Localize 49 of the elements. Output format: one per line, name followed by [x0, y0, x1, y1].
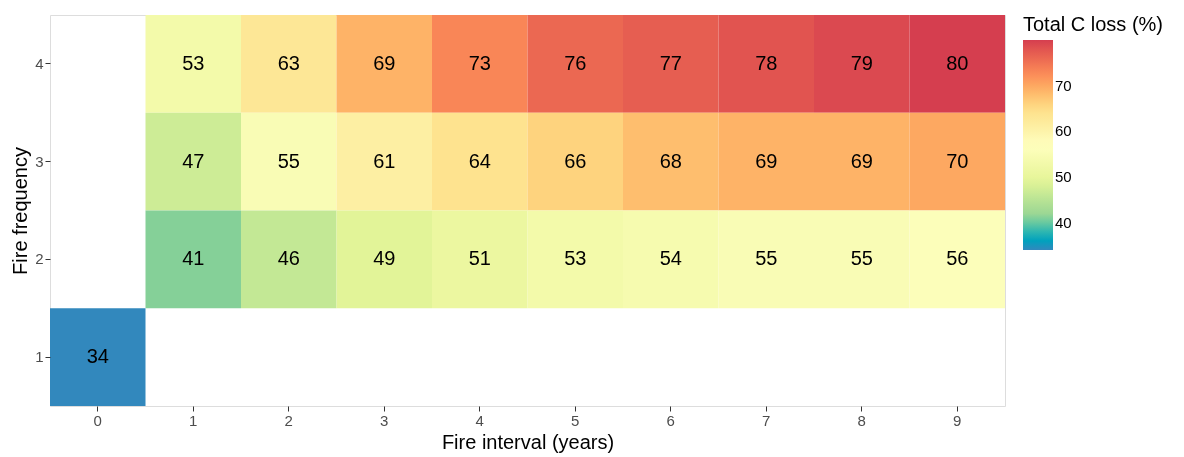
data-label: 66 — [564, 149, 587, 172]
legend-title: Total C loss (%) — [1023, 13, 1164, 35]
x-tick-label: 8 — [857, 411, 866, 429]
y-tick-label: 3 — [35, 152, 44, 170]
x-tick-label: 1 — [189, 411, 198, 429]
data-label: 77 — [659, 51, 682, 74]
color-bar-label: 60 — [1055, 122, 1072, 140]
x-tick-label: 9 — [953, 411, 962, 429]
data-label: 53 — [182, 51, 205, 74]
color-bar-label: 70 — [1055, 76, 1072, 94]
x-tick-label: 7 — [762, 411, 771, 429]
color-bar-label: 40 — [1055, 213, 1072, 231]
data-label: 47 — [182, 149, 205, 172]
data-label: 80 — [946, 51, 969, 74]
x-tick-label: 5 — [571, 411, 580, 429]
data-label: 68 — [659, 149, 682, 172]
y-tick-label: 1 — [35, 348, 44, 366]
data-label: 61 — [373, 149, 396, 172]
data-label: 64 — [468, 149, 491, 172]
x-tick-label: 0 — [93, 411, 102, 429]
data-label: 69 — [850, 149, 873, 172]
x-tick-label: 4 — [475, 411, 484, 429]
data-label: 46 — [277, 247, 300, 270]
y-axis-title: Fire frequency — [9, 147, 32, 275]
y-tick-label: 4 — [35, 54, 44, 72]
data-label: 55 — [277, 149, 300, 172]
data-label: 34 — [86, 345, 109, 368]
data-label: 53 — [564, 247, 587, 270]
x-tick-label: 3 — [380, 411, 389, 429]
data-label: 76 — [564, 51, 587, 74]
data-label: 49 — [373, 247, 396, 270]
data-label: 63 — [277, 51, 300, 74]
data-label: 55 — [850, 247, 873, 270]
data-label: 54 — [659, 247, 682, 270]
data-label: 55 — [755, 247, 778, 270]
data-label: 69 — [373, 51, 396, 74]
x-tick-label: 6 — [666, 411, 675, 429]
x-tick-label: 2 — [284, 411, 293, 429]
data-label: 41 — [182, 247, 205, 270]
data-label: 69 — [755, 149, 778, 172]
data-label: 70 — [946, 149, 969, 172]
x-axis-title: Fire interval (years) — [441, 430, 615, 453]
data-label: 79 — [850, 51, 873, 74]
data-label: 51 — [468, 247, 491, 270]
y-tick-label: 2 — [35, 250, 44, 268]
data-label: 73 — [468, 51, 491, 74]
data-label: 56 — [946, 247, 969, 270]
color-bar-label: 50 — [1055, 167, 1072, 185]
data-label: 78 — [755, 51, 778, 74]
